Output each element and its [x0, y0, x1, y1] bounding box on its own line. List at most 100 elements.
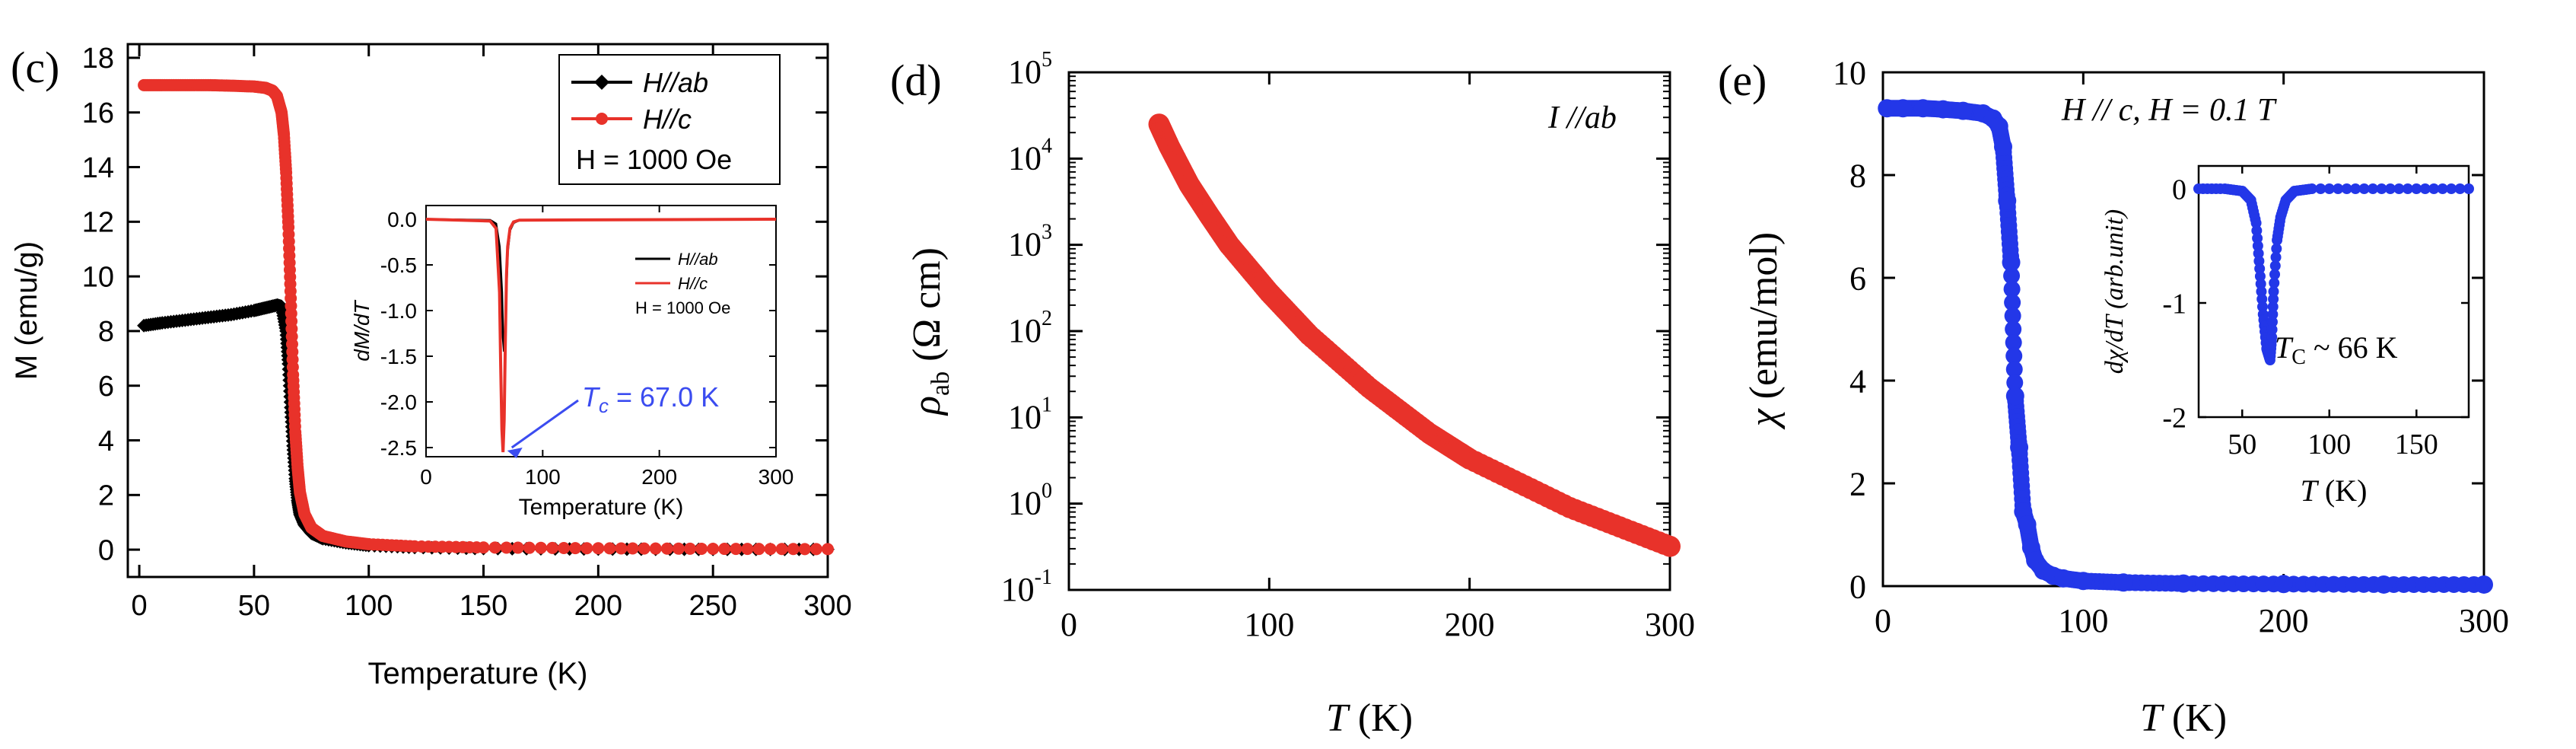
panel-c-ytick-label: 2: [98, 480, 114, 512]
panel-c-ytick-label: 10: [82, 261, 114, 293]
panel-e-data-point: [2018, 515, 2037, 534]
panel-e-data-point: [2004, 307, 2021, 324]
panel-c-ytick-label: 0: [98, 534, 114, 566]
panel-e-inset-data-point: [2271, 243, 2282, 254]
panel-d-ytick-label: 104: [1008, 134, 1052, 177]
panel-c-data-point: [558, 541, 571, 554]
panel-e-annotation: H // c, H = 0.1 T: [2061, 93, 2277, 128]
panel-e-xtick-label: 200: [2259, 602, 2309, 639]
panel-e-ylabel-unit: (emu/mol): [1742, 232, 1786, 410]
panel-c-ytick-label: 8: [98, 316, 114, 348]
panel-d-data-point: [1659, 535, 1681, 557]
panel-e-inset-data-point: [2268, 286, 2279, 297]
panel-e-inset-data-point: [2393, 183, 2405, 194]
panel-c-data-point: [660, 542, 673, 555]
panel-c-data-point: [569, 542, 582, 555]
panel-e-data-point: [2054, 569, 2072, 588]
panel-c-data-point: [546, 541, 559, 554]
panel-e-inset-ytick-label: -1: [2162, 288, 2186, 320]
panel-c-data-point: [684, 542, 697, 555]
panel-e-inset-data-point: [2269, 269, 2281, 280]
panel-e-inset-frame: [2197, 164, 2470, 419]
panel-e-inset-bg: [2199, 166, 2469, 417]
panel-d-ytick-exponent: 3: [1042, 221, 1052, 244]
panel-e-xtick-label: 100: [2058, 602, 2108, 639]
panel-d-xlabel: T (K): [1326, 696, 1413, 740]
panel-c-ytick-label: 16: [82, 97, 114, 129]
panel-c-inset-ytick-label: -2.5: [380, 436, 417, 460]
panel-e-xlabel-symbol: T: [2140, 696, 2164, 740]
panel-c-inset-ytick-label: -1.5: [380, 345, 417, 368]
panel-c-inset-xlabel: Temperature (K): [519, 495, 684, 520]
panel-e-tag: (e): [1718, 56, 1767, 105]
panel-e-ytick-label: 6: [1849, 260, 1866, 297]
panel-e-data-point: [2174, 574, 2193, 593]
panel-d-ytick-label: 100: [1008, 480, 1052, 522]
panel-e-data-point: [2114, 573, 2132, 592]
panel-d-ylabel-symbol: ρ: [905, 396, 949, 416]
panel-d-ytick-exponent: 0: [1042, 480, 1052, 503]
panel-c-inset-frame: [425, 205, 777, 457]
panel-c-legend-label: H//c: [643, 104, 692, 135]
panel-e-inset-data-point: [2350, 183, 2361, 194]
panel-e-inset-data-point: [2323, 183, 2335, 194]
panel-c-ytick-label: 4: [98, 425, 114, 457]
panel-c-inset-annotation-t: T: [582, 381, 601, 413]
panel-c-data-point: [615, 542, 628, 555]
panel-e-inset-data-point: [2252, 241, 2263, 251]
panel-e-inset-data-point: [2253, 248, 2264, 259]
panel-c-inset-legend-note: H = 1000 Oe: [635, 298, 730, 317]
panel-d-ytick-label: 10-1: [1001, 566, 1052, 608]
panel-e-inset-data-point: [2268, 294, 2279, 304]
panel-e-inset-data-point: [2267, 309, 2279, 320]
panel-c-inset-series-1: [425, 218, 777, 453]
panel-d-annotation: I //ab: [1547, 100, 1617, 135]
panel-e-xlabel-unit: (K): [2162, 696, 2227, 740]
panel-e-data-point: [2002, 253, 2021, 272]
panel-c-data-point: [511, 541, 524, 554]
panel-d-ytick-base: 10: [1008, 53, 1042, 91]
panel-d-ytick-exponent: 1: [1042, 393, 1052, 416]
panel-e-inset-ytick-label: -2: [2162, 402, 2186, 434]
panel-d-ytick-base: 10: [1008, 485, 1042, 522]
panel-e-inset-data-point: [2255, 279, 2266, 289]
panel-e-inset-data-point: [2269, 277, 2280, 288]
panel-e-inset-data-point: [2446, 183, 2457, 194]
panel-e-data-point: [2005, 334, 2022, 352]
panel-c-data-point: [730, 543, 743, 556]
panel-e-inset-xlabel: T (K): [2301, 473, 2368, 508]
panel-e-data-point: [2004, 294, 2021, 311]
panel-e-ytick-label: 10: [1833, 54, 1866, 91]
panel-d-ytick-exponent: 5: [1042, 48, 1052, 72]
panel-d-xtick-label: 200: [1445, 606, 1495, 643]
panel-d-ytick-label: 101: [1008, 393, 1052, 435]
panel-c-data-point: [488, 541, 501, 554]
panel-e-inset-data-point: [2252, 233, 2263, 244]
panel-e-inset-data-point: [2368, 183, 2379, 194]
panel-e-inset-data-point: [2358, 183, 2370, 194]
panel-c-data-point: [672, 542, 685, 555]
panel-e-inset-data-point: [2256, 286, 2267, 297]
panel-e-inset-data-point: [2251, 225, 2263, 236]
panel-e-inset-data-point: [2428, 183, 2440, 194]
panel-e-ylabel-symbol: χ: [1742, 408, 1786, 430]
panel-c-xtick-label: 200: [574, 590, 622, 622]
panel-c-data-point: [523, 541, 536, 554]
panel-c-data-point: [809, 543, 822, 556]
panel-e-inset-data-point: [2254, 271, 2266, 282]
panel-c-inset-bg: [426, 206, 776, 457]
panel-c-data-point: [718, 543, 731, 556]
panel-c-data-point: [580, 542, 593, 555]
panel-c-inset-ytick-label: -1.0: [380, 299, 417, 323]
panel-e-data-point: [2074, 572, 2093, 591]
panel-c-xtick-label: 100: [345, 590, 393, 622]
panel-c-ytick-label: 14: [82, 152, 114, 184]
panel-d-ytick-base: 10: [1008, 312, 1042, 349]
panel-e-inset-data-point: [2266, 317, 2278, 327]
panel-e-inset-data-point: [2267, 301, 2279, 312]
panel-e-inset-data-point: [2253, 256, 2265, 266]
panel-e-ylabel: χ (emu/mol): [1742, 232, 1786, 430]
panel-e-inset-ylabel: dχ/dT (arb.unit): [2101, 209, 2129, 374]
panel-c-data-point: [775, 543, 788, 556]
panel-c-ylabel: M (emu/g): [10, 241, 43, 380]
